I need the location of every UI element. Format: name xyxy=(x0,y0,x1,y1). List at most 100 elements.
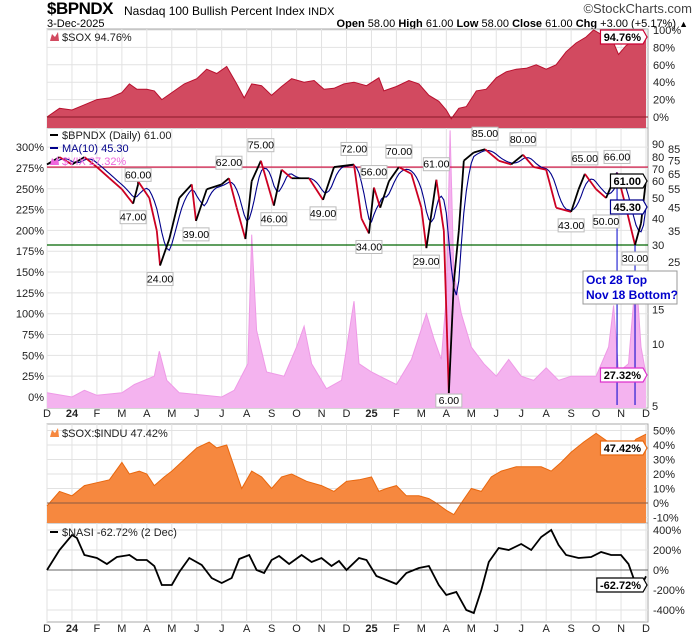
x-tick-label: F xyxy=(393,408,400,420)
bpndx-segment xyxy=(463,151,475,162)
bpndx-segment xyxy=(368,187,375,234)
bpndx-last-value: 61.00 xyxy=(613,176,641,188)
bpndx-segment xyxy=(132,184,139,204)
annotation-box xyxy=(412,254,440,269)
annotation-box xyxy=(422,157,450,172)
y-tick-label-right: 25 xyxy=(668,257,680,269)
bpndx-segment xyxy=(272,169,283,206)
bpndx-segment xyxy=(333,163,355,168)
y-tick-label: 275% xyxy=(16,163,44,175)
bpndx-segment xyxy=(244,181,253,240)
bpndx-segment xyxy=(260,160,275,206)
y-tick-label-right: 45 xyxy=(668,203,680,215)
sox-line xyxy=(46,29,647,120)
soxindu-line xyxy=(46,432,647,516)
ma10-legend: MA(10) 45.30 xyxy=(62,143,129,155)
x-tick-label: O xyxy=(592,408,601,420)
x-tick-label: M xyxy=(117,408,126,420)
x-tick-label: S xyxy=(567,623,574,635)
y-tick-label: 0% xyxy=(653,498,669,510)
x-tick-label: M xyxy=(167,408,176,420)
vix-tick-label: 15 xyxy=(652,305,664,317)
high-label: High xyxy=(398,18,423,30)
bpndx-segment xyxy=(584,173,597,190)
y-tick-label-right: 70 xyxy=(652,164,664,176)
annotation-box xyxy=(385,144,413,159)
bpndx-segment xyxy=(510,154,524,166)
bpndx-legend: $BPNDX (Daily) 61.00 xyxy=(62,130,171,142)
x-tick-label: A xyxy=(542,623,550,635)
bpndx-annotation: 72.00 xyxy=(341,143,367,155)
bpndx-segment xyxy=(447,282,455,394)
bpndx-tag-box xyxy=(609,173,648,189)
x-tick-label: M xyxy=(467,408,476,420)
x-tick-label: D xyxy=(343,623,351,635)
bpndx-segment xyxy=(190,184,197,221)
annotation-box xyxy=(309,206,337,221)
x-tick-label: O xyxy=(292,408,301,420)
chart-date: 3-Dec-2025 xyxy=(47,18,105,30)
y-tick-label: 100% xyxy=(16,309,44,321)
annotation-box xyxy=(340,141,368,156)
y-tick-label: 300% xyxy=(16,142,44,154)
x-tick-label: A xyxy=(243,408,251,420)
vix-area xyxy=(47,130,646,408)
bpndx-segment xyxy=(442,230,450,394)
x-tick-label: S xyxy=(268,623,275,635)
y-tick-label-right: 55 xyxy=(668,184,680,196)
x-tick-label: M xyxy=(167,623,176,635)
y-tick-label: 25% xyxy=(22,371,44,383)
close-label: Close xyxy=(512,18,543,30)
x-tick-label: A xyxy=(542,408,550,420)
x-tick-label: N xyxy=(617,408,625,420)
x-tick-label: A xyxy=(443,408,451,420)
y-tick-label: 20% xyxy=(653,95,675,107)
bpndx-annotation: 29.00 xyxy=(413,256,439,268)
soxindu-tag-box xyxy=(599,440,648,456)
bpndx-annotation: 46.00 xyxy=(261,214,287,226)
bpndx-annotation: 24.00 xyxy=(147,274,173,286)
y-tick-label-right: 40 xyxy=(652,214,664,226)
y-tick-label: 50% xyxy=(22,350,44,362)
callout-box xyxy=(582,270,678,305)
x-tick-label: 24 xyxy=(66,408,79,420)
bpndx-annotation: 34.00 xyxy=(356,241,382,253)
bpndx-segment xyxy=(360,218,370,234)
vix-tick-label: 10 xyxy=(652,339,664,351)
bpndx-legend-icon xyxy=(50,134,58,136)
vix-last-value: 27.32% xyxy=(604,370,642,382)
y-tick-label: 250% xyxy=(16,184,44,196)
annotation-box xyxy=(119,210,147,225)
bpndx-segment xyxy=(373,187,382,208)
x-tick-label: A xyxy=(143,408,151,420)
bpndx-segment xyxy=(522,154,535,168)
nasi-last-value: -62.72% xyxy=(600,580,641,592)
annotation-box xyxy=(603,149,631,164)
annotation-box xyxy=(471,126,499,141)
bpndx-segment xyxy=(353,164,363,219)
bpndx-segment xyxy=(155,230,161,266)
bpndx-segment xyxy=(168,197,181,240)
x-tick-label: O xyxy=(592,623,601,635)
bpndx-segment xyxy=(484,148,500,162)
y-tick-label: 100% xyxy=(653,25,681,37)
vix-legend: $VIX 27.32% xyxy=(62,156,126,168)
bpndx-segment xyxy=(59,156,73,166)
x-tick-label: D xyxy=(642,408,650,420)
bpndx-annotation: 85.00 xyxy=(472,128,498,140)
x-tick-label: J xyxy=(219,408,225,420)
soxindu-last-value: 47.42% xyxy=(604,443,642,455)
x-tick-label: J xyxy=(219,623,225,635)
y-tick-label: 30% xyxy=(653,455,675,467)
bpndx-segment xyxy=(498,159,512,166)
x-tick-label: M xyxy=(417,408,426,420)
bpndx-segment xyxy=(228,177,238,208)
bpndx-segment xyxy=(410,173,423,208)
bpndx-segment xyxy=(221,177,230,186)
nasi-tag-box xyxy=(596,577,648,593)
nasi-line xyxy=(46,528,647,615)
x-tick-label: S xyxy=(268,408,275,420)
x-tick-label: N xyxy=(318,623,326,635)
callout-text-1: Oct 28 Top xyxy=(586,273,647,287)
